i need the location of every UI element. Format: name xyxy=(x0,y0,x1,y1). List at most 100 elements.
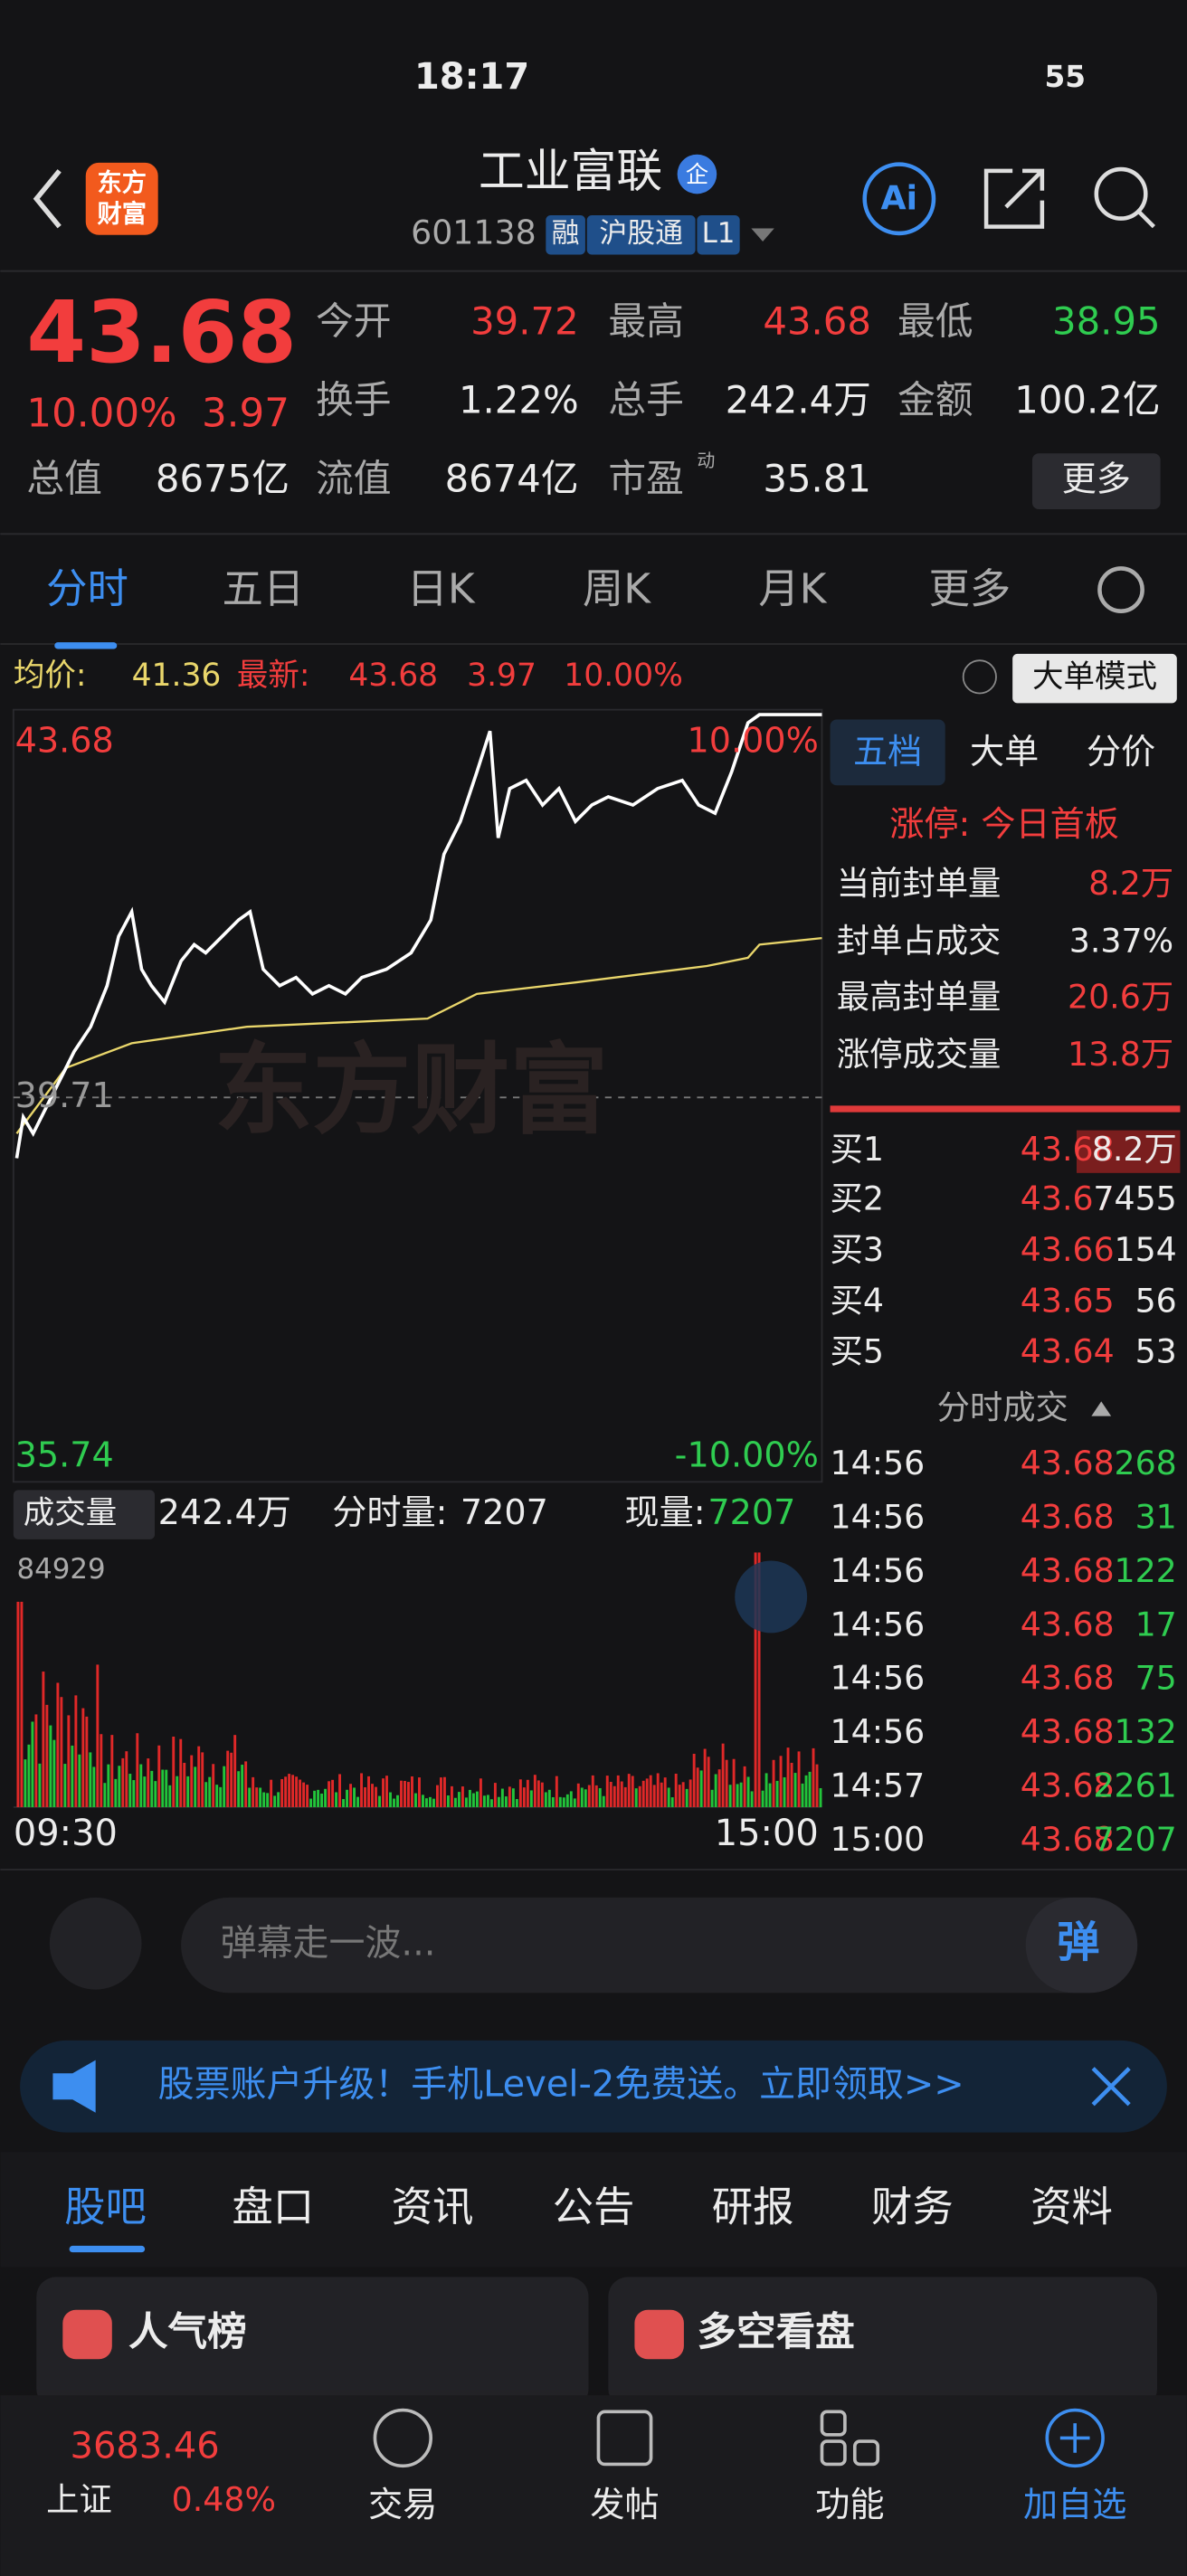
section-tab[interactable]: 盘口 xyxy=(232,2183,314,2230)
tab[interactable]: 日K xyxy=(407,564,476,612)
volume-bar xyxy=(678,1785,681,1807)
volume-bar xyxy=(489,1799,493,1807)
banner[interactable] xyxy=(20,2040,1167,2133)
trade-price: 43.68 xyxy=(1021,1498,1115,1537)
section-tab[interactable]: 股吧 xyxy=(64,2183,147,2230)
comment-input[interactable] xyxy=(181,1897,1138,1994)
ai-label: Ai xyxy=(881,179,918,218)
trade-price: 43.68 xyxy=(1021,1712,1115,1751)
bid-price: 43.66 xyxy=(1021,1230,1115,1269)
volume-bar xyxy=(81,1708,85,1807)
tick-volume: 7207 xyxy=(461,1492,548,1532)
panel-tab[interactable]: 分价 xyxy=(1087,732,1155,772)
danmaku-toggle[interactable] xyxy=(49,1897,142,1990)
stat-value: 8.2万 xyxy=(1088,864,1173,903)
volume-bar xyxy=(562,1797,565,1807)
nav-item[interactable]: 发帖 xyxy=(590,2485,659,2524)
volume-bar xyxy=(612,1785,616,1807)
volume-bar xyxy=(511,1788,515,1807)
volume-bar xyxy=(461,1786,464,1807)
volume-bar xyxy=(404,1780,406,1807)
volume-label[interactable]: 成交量 xyxy=(24,1495,118,1531)
comment-placeholder[interactable]: 弹幕走一波... xyxy=(221,1923,436,1965)
now-label: 现量: xyxy=(625,1492,706,1532)
bid-volume: 56 xyxy=(1135,1281,1177,1320)
volume-bar xyxy=(537,1780,540,1807)
tab[interactable]: 更多 xyxy=(929,564,1011,612)
stat-value: 3.37% xyxy=(1069,922,1173,961)
watermark: 东方财富 xyxy=(214,1033,608,1148)
tab[interactable]: 月K xyxy=(758,564,827,612)
volume-bar xyxy=(743,1766,746,1807)
axis-low: 35.74 xyxy=(15,1435,114,1475)
stat-label: 封单占成交 xyxy=(837,922,1002,961)
back-button[interactable] xyxy=(33,169,62,229)
share-button[interactable] xyxy=(983,168,1045,229)
volume-bar xyxy=(378,1795,381,1807)
search-button[interactable] xyxy=(1094,166,1148,221)
tab[interactable]: 五日 xyxy=(223,564,305,612)
card[interactable] xyxy=(36,2277,589,2409)
volume-bar xyxy=(591,1775,594,1807)
volume-bar xyxy=(414,1793,417,1807)
nav-item[interactable]: 加自选 xyxy=(1023,2485,1126,2524)
section-tab[interactable]: 公告 xyxy=(553,2183,635,2230)
volume-bar xyxy=(291,1775,295,1807)
section-tab[interactable]: 财务 xyxy=(871,2183,954,2230)
section-bar xyxy=(0,2152,1187,2268)
panel-tab[interactable]: 大单 xyxy=(970,732,1039,772)
func-icon xyxy=(820,2410,847,2437)
volume-bar xyxy=(389,1792,392,1807)
volume-bar xyxy=(500,1788,504,1807)
volume-bar xyxy=(150,1770,154,1807)
volume-selector[interactable] xyxy=(13,1490,156,1539)
trade-volume: 132 xyxy=(1114,1712,1176,1751)
nav-item[interactable]: 交易 xyxy=(368,2485,437,2524)
ai-button[interactable] xyxy=(862,162,936,236)
tab[interactable]: 周K xyxy=(583,564,651,612)
volume-bar xyxy=(52,1739,56,1807)
time-end: 15:00 xyxy=(715,1813,819,1854)
card-title[interactable]: 人气榜 xyxy=(128,2310,247,2355)
section-tab[interactable]: 资料 xyxy=(1030,2183,1113,2230)
more-button[interactable] xyxy=(1031,453,1161,510)
send-label[interactable]: 弹 xyxy=(1057,1918,1099,1968)
trade-volume: 122 xyxy=(1114,1551,1176,1590)
trade-price: 43.68 xyxy=(1021,1820,1115,1859)
section-tab[interactable]: 资讯 xyxy=(392,2183,474,2230)
volume-bar xyxy=(128,1774,132,1807)
field-label: 最低 xyxy=(897,298,973,343)
banner-close[interactable] xyxy=(1091,2067,1131,2107)
volume-bar xyxy=(375,1786,377,1807)
trade-volume: 75 xyxy=(1135,1659,1177,1698)
volume-bar xyxy=(349,1784,352,1807)
mode-label[interactable]: 大单模式 xyxy=(1032,659,1157,696)
comment-send[interactable] xyxy=(1025,1897,1138,1994)
card-title[interactable]: 多空看盘 xyxy=(697,2310,854,2355)
volume-bar xyxy=(280,1778,284,1807)
banner-text[interactable]: 股票账户升级！手机Level-2免费送。立即领取>> xyxy=(158,2064,964,2106)
mode-button[interactable] xyxy=(1012,653,1177,704)
volume-bar xyxy=(468,1789,471,1807)
axis-mid: 39.71 xyxy=(15,1075,114,1115)
volume-bar xyxy=(605,1776,609,1807)
nav-item[interactable]: 功能 xyxy=(815,2485,884,2524)
more-label[interactable]: 更多 xyxy=(1062,459,1131,499)
volume-bar xyxy=(396,1795,399,1807)
section-tab[interactable]: 研报 xyxy=(712,2183,794,2230)
volume-bar xyxy=(302,1782,306,1807)
tab[interactable]: 分时 xyxy=(46,564,128,612)
panel-tab[interactable]: 五档 xyxy=(853,732,922,772)
volume-bar xyxy=(219,1786,223,1807)
field-value: 38.95 xyxy=(1052,298,1161,343)
card[interactable] xyxy=(608,2277,1157,2409)
volume-bar xyxy=(226,1750,230,1807)
volume-bar xyxy=(757,1552,761,1807)
volume-bar xyxy=(179,1738,183,1807)
volume-bar xyxy=(786,1747,790,1807)
now-value: 7207 xyxy=(707,1492,795,1532)
volume-bar xyxy=(353,1787,356,1807)
bid-price: 43.65 xyxy=(1021,1281,1115,1320)
expand-button[interactable] xyxy=(735,1560,808,1634)
settings-button[interactable] xyxy=(1097,566,1144,613)
